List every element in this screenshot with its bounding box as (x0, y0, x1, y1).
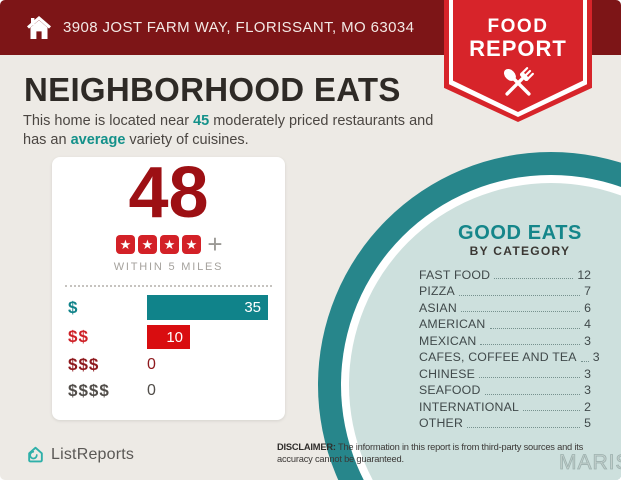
home-icon (27, 16, 51, 39)
star-icon: ★ (115, 234, 135, 254)
stats-card: 48 ★ ★ ★ ★ + WITHIN 5 MILES $ 35 $$ 10 $$$ … (52, 157, 285, 420)
star-rating: ★ ★ ★ ★ + (52, 228, 285, 259)
price-bar: 10 (147, 325, 190, 349)
category-label: CAFES, COFFEE AND TEA (419, 350, 577, 365)
category-row: FAST FOOD 12 (419, 267, 591, 282)
category-row: SEAFOOD 3 (419, 383, 591, 398)
property-address: 3908 JOST FARM WAY, FLORISSANT, MO 63034 (63, 19, 415, 36)
price-label: $$$ (68, 354, 100, 374)
dotted-leader (523, 410, 581, 412)
price-value: 35 (244, 299, 261, 316)
price-row: $$$$ 0 (68, 380, 269, 401)
category-list: FAST FOOD 12 PIZZA 7 ASIAN 6 AMERICAN 4 MEXI… (419, 267, 600, 434)
good-eats-circle (318, 152, 621, 480)
price-row: $ 35 (68, 295, 269, 320)
restaurant-count-big: 48 (128, 153, 209, 233)
radius-caption: WITHIN 5 MILES (113, 261, 224, 273)
category-row: ASIAN 6 (419, 300, 591, 315)
price-value: 0 (147, 381, 156, 399)
dotted-leader (479, 377, 581, 379)
price-bar: 35 (147, 295, 268, 320)
price-value: 10 (166, 328, 183, 346)
category-value: 2 (584, 399, 591, 414)
category-value: 3 (592, 350, 600, 365)
dotted-leader (484, 393, 581, 395)
category-label: SEAFOOD (419, 383, 481, 398)
category-value: 5 (584, 416, 591, 431)
variety-highlight: average (70, 131, 126, 148)
brand-name: ListReports (51, 445, 135, 463)
category-label: MEXICAN (419, 333, 477, 348)
category-value: 12 (577, 267, 591, 282)
price-row: $$ 10 (68, 325, 269, 349)
category-value: 3 (584, 383, 591, 398)
dotted-leader (460, 311, 581, 313)
category-value: 3 (584, 366, 591, 381)
category-value: 6 (584, 300, 591, 315)
summary-text: This home is located near 45 moderately … (23, 112, 439, 149)
maris-watermark: MARIS (559, 451, 621, 475)
disclaimer: DISCLAIMER: The information in this repo… (277, 442, 607, 465)
category-label: CHINESE (419, 366, 476, 381)
dotted-leader (480, 344, 581, 346)
category-row: CHINESE 3 (419, 366, 591, 381)
listreports-logo: ListReports (26, 445, 134, 464)
category-row: AMERICAN 4 (419, 317, 591, 332)
bar-zone: 0 (147, 354, 268, 375)
category-row: PIZZA 7 (419, 284, 591, 299)
star-icon: ★ (181, 234, 201, 254)
dotted-leader (458, 294, 581, 296)
crossed-spoon-fork-icon (503, 67, 534, 96)
good-eats-heading: GOOD EATS BY CATEGORY (405, 222, 621, 259)
food-report-badge: FOOD REPORT (444, 0, 592, 122)
bar-zone: 0 (147, 380, 268, 401)
bar-zone: 35 (147, 295, 268, 320)
price-bar-chart: $ 35 $$ 10 $$$ 0 $$$$ 0 (52, 295, 285, 401)
category-label: INTERNATIONAL (419, 399, 520, 414)
badge-content: FOOD REPORT (444, 0, 592, 107)
category-row: MEXICAN 3 (419, 333, 591, 348)
dotted-leader (489, 327, 581, 329)
category-value: 4 (584, 317, 591, 332)
price-bar: 0 (147, 380, 268, 401)
badge-title-line1: FOOD (487, 16, 549, 37)
bar-zone: 10 (147, 325, 268, 349)
plus-sign: + (207, 228, 223, 259)
price-value: 0 (147, 355, 156, 373)
price-label: $ (68, 297, 79, 317)
category-label: PIZZA (419, 284, 455, 299)
dotted-divider (65, 285, 272, 287)
category-label: OTHER (419, 416, 464, 431)
category-row: OTHER 5 (419, 416, 591, 431)
star-icon: ★ (137, 234, 157, 254)
dotted-leader (467, 426, 581, 428)
category-label: ASIAN (419, 300, 457, 315)
category-row: CAFES, COFFEE AND TEA 3 (419, 350, 600, 365)
category-label: FAST FOOD (419, 267, 491, 282)
category-row: INTERNATIONAL 2 (419, 399, 591, 414)
restaurant-count: 45 (193, 113, 210, 129)
category-value: 3 (584, 333, 591, 348)
summary-part2: moderately priced restaurants and has an (23, 113, 434, 148)
price-row: $$$ 0 (68, 354, 269, 375)
badge-title-line2: REPORT (469, 36, 567, 61)
star-icon: ★ (159, 234, 179, 254)
disclaimer-text: The information in this report is from t… (277, 442, 584, 464)
price-bar: 0 (147, 354, 268, 375)
dotted-leader (494, 278, 574, 280)
summary-part1: This home is located near (23, 113, 194, 129)
category-value: 7 (584, 284, 591, 299)
star-icons: ★ ★ ★ ★ (114, 234, 202, 254)
summary-part3: variety of cuisines. (125, 131, 249, 148)
price-label: $$ (68, 327, 89, 346)
category-label: AMERICAN (419, 317, 486, 332)
page-title: NEIGHBORHOOD EATS (24, 71, 401, 108)
price-label: $$$$ (68, 380, 110, 400)
good-eats-title: GOOD EATS (458, 222, 582, 244)
listreports-house-icon (28, 446, 43, 463)
good-eats-subtitle: BY CATEGORY (469, 244, 571, 258)
dotted-leader (580, 360, 589, 362)
disclaimer-label: DISCLAIMER: (277, 442, 336, 452)
